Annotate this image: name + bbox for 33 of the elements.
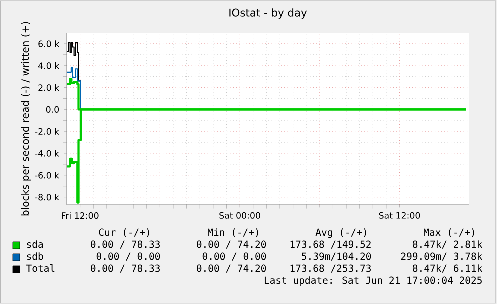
y-tick-label: 0.0 xyxy=(46,106,60,113)
text: 8.47k/ 6.11k xyxy=(413,264,483,273)
text: 0.00 / 0.00 xyxy=(96,252,160,261)
x-tick-label: Sat 12:00 xyxy=(379,212,420,219)
text: 0.00 / 78.33 xyxy=(91,240,160,249)
legend-label: Total xyxy=(26,264,55,272)
text: Min (-/+) xyxy=(208,228,258,238)
y-tick-label: -4.0 k xyxy=(35,150,60,157)
y-tick-label: 4.0 k xyxy=(38,62,60,70)
y-tick-label: -6.0 k xyxy=(35,172,60,179)
x-tick-label: Fri 12:00 xyxy=(62,212,99,220)
chart-title: IOstat - by day xyxy=(230,8,308,19)
text: Max (-/+) xyxy=(424,228,474,238)
text: 5.39m/104.20 xyxy=(302,252,372,261)
text: 0.00 / 74.20 xyxy=(197,264,266,273)
text: 0.00 / 0.00 xyxy=(202,252,266,261)
text: 0.00 / 78.33 xyxy=(91,264,160,273)
text: 173.68 /253.73 xyxy=(290,264,371,273)
text: 8.47k/ 2.81k xyxy=(413,240,483,249)
text: Avg (-/+) xyxy=(316,228,366,238)
y-tick-label: -2.0 k xyxy=(35,128,60,135)
text: 173.68 /149.52 xyxy=(290,240,371,249)
y-tick-label: 6.0 k xyxy=(38,40,60,48)
y-tick-label: 2.0 k xyxy=(38,84,60,92)
text: 299.09m/ 3.78k xyxy=(401,252,483,261)
x-tick-label: Sat 00:00 xyxy=(220,212,260,219)
text: Last update: Sat Jun 21 17:00:04 2025 xyxy=(264,276,482,286)
y-tick-label: -8.0 k xyxy=(35,194,60,201)
legend-label: sda xyxy=(27,240,44,248)
legend-label: sdb xyxy=(27,252,44,260)
text: 0.00 / 74.20 xyxy=(197,240,266,249)
text: Cur (-/+) xyxy=(99,228,150,238)
y-axis-title: blocks per second read (-) / written (+) xyxy=(21,22,32,216)
